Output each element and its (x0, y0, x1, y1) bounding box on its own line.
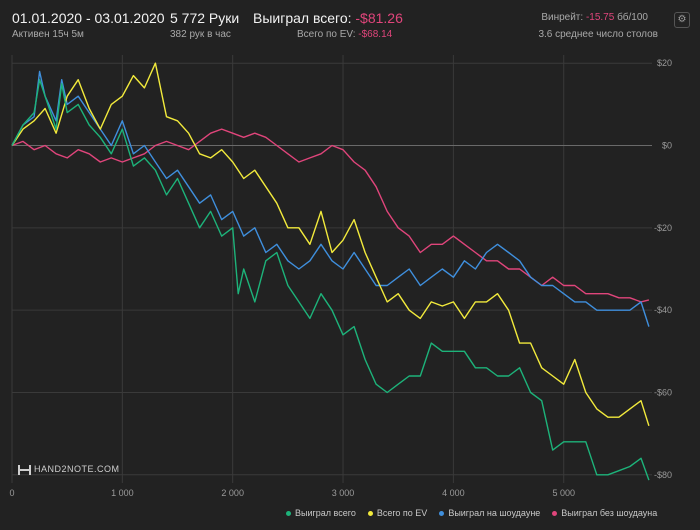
series-line-4 (11, 128, 650, 303)
y-tick-label: -$40 (654, 305, 672, 315)
brand-logo: HAND2NOTE.COM (18, 464, 120, 475)
winrate: Винрейт: -15.75 бб/100 (541, 12, 648, 23)
logo-text: HAND2NOTE.COM (34, 464, 120, 474)
ev-label: Всего по EV: (297, 29, 359, 40)
y-tick-label: $20 (657, 58, 672, 68)
date-range[interactable]: 01.01.2020 - 03.01.2020 (12, 10, 165, 26)
y-tick-label: -$60 (654, 387, 672, 397)
legend-item[interactable]: Выиграл без шоудауна (552, 508, 657, 518)
legend-dot-icon (552, 511, 558, 517)
legend-item[interactable]: Выиграл на шоудауне (439, 508, 540, 518)
avg-tables: 3.6 среднее число столов (538, 29, 658, 40)
total-won: Выиграл всего: -$81.26 (253, 10, 403, 26)
legend-label: Выиграл всего (295, 508, 356, 518)
winrate-value: -15.75 (585, 12, 615, 23)
legend-dot-icon (367, 511, 373, 517)
legend-item[interactable]: Всего по EV (367, 508, 428, 518)
logo-mark-icon (18, 464, 31, 475)
y-tick-label: -$80 (654, 470, 672, 480)
series-line-2 (11, 62, 650, 427)
x-tick-label: 0 (9, 488, 14, 498)
winrate-unit: бб/100 (614, 12, 648, 23)
legend-label: Всего по EV (376, 508, 428, 518)
ev-value: -$68.14 (358, 29, 393, 40)
active-time: Активен 15ч 5м (12, 29, 84, 40)
legend-dot-icon (286, 511, 291, 517)
total-won-value: -$81.26 (355, 10, 403, 26)
stats-header: 01.01.2020 - 03.01.2020 Активен 15ч 5м 5… (0, 0, 700, 50)
series-line-3 (11, 70, 650, 327)
x-tick-label: 2 000 (221, 488, 244, 498)
hands-count: 5 772 Руки (170, 10, 240, 26)
y-tick-label: $0 (662, 141, 672, 151)
legend-item[interactable]: Выиграл всего (286, 508, 356, 518)
x-tick-label: 1 000 (111, 488, 134, 498)
gear-icon[interactable]: ⚙ (674, 12, 690, 28)
legend-dot-icon (439, 511, 445, 517)
y-tick-label: -$20 (654, 223, 672, 233)
winrate-label: Винрейт: (541, 12, 586, 23)
legend-label: Выиграл без шоудауна (561, 508, 658, 518)
ev-total: Всего по EV: -$68.14 (297, 29, 392, 40)
chart-legend: Выиграл всего Всего по EV Выиграл на шоуда… (286, 508, 669, 518)
hands-per-hour: 382 рук в час (170, 29, 231, 40)
x-tick-label: 5 000 (552, 488, 575, 498)
legend-label: Выиграл на шоудауне (448, 508, 541, 518)
x-tick-label: 4 000 (442, 488, 465, 498)
x-tick-label: 3 000 (332, 488, 355, 498)
total-won-label: Выиграл всего: (253, 10, 356, 26)
series-line-1 (11, 79, 650, 481)
